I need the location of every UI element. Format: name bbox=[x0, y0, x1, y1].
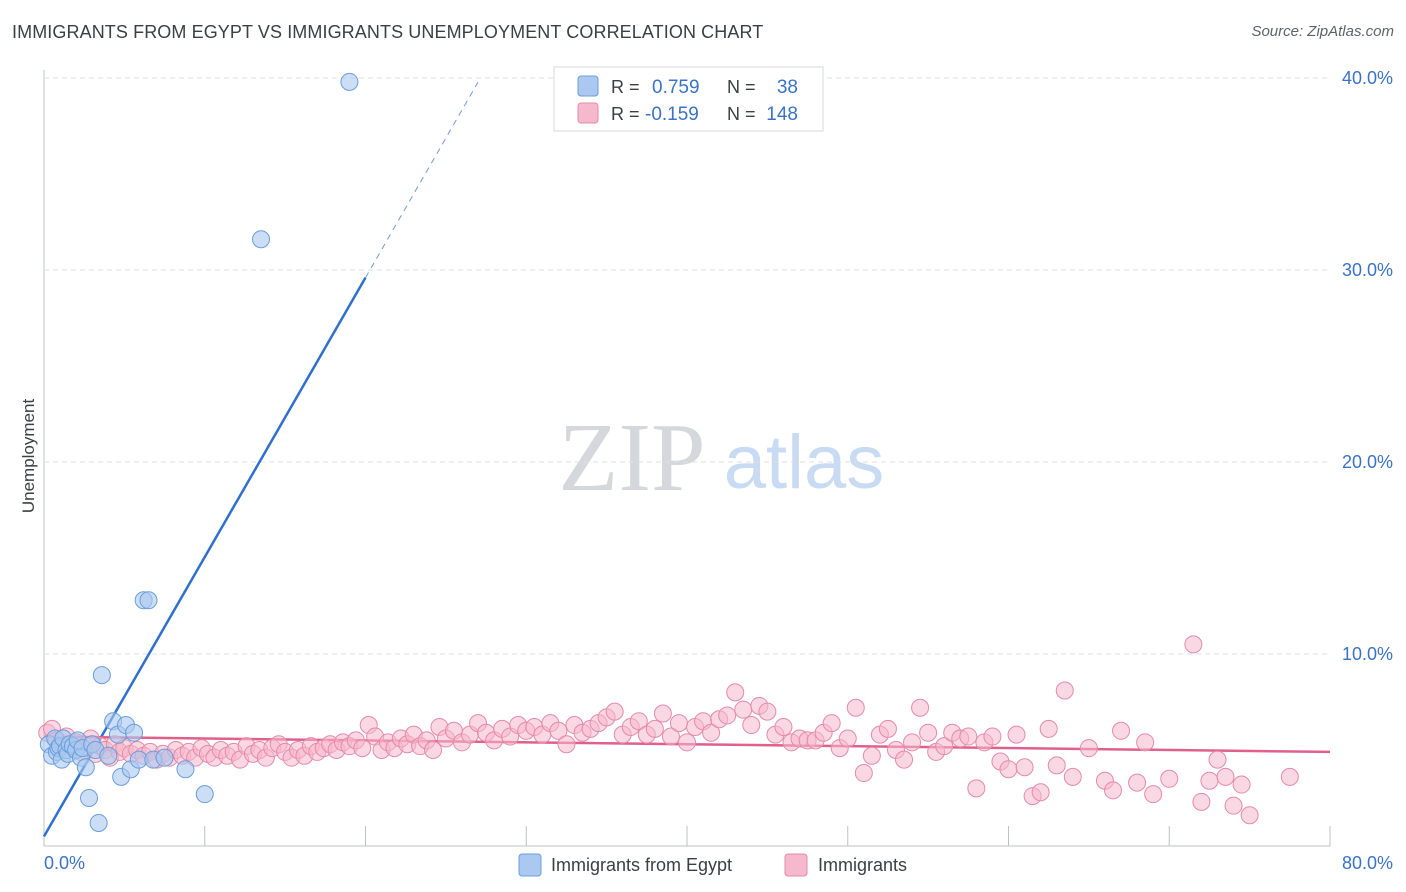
point-immigrants bbox=[1192, 792, 1211, 811]
point-immigrants bbox=[862, 746, 881, 765]
point-immigrants bbox=[702, 723, 721, 742]
point-immigrants bbox=[629, 712, 648, 731]
point-immigrants bbox=[1079, 739, 1098, 758]
source-label: Source: ZipAtlas.com bbox=[1251, 23, 1394, 40]
stats-legend-swatch-blue bbox=[577, 75, 599, 97]
point-immigrants bbox=[1112, 721, 1131, 740]
point-immigrants bbox=[669, 714, 688, 733]
y-tick-label: 40.0% bbox=[1342, 68, 1393, 88]
point-egypt bbox=[139, 591, 158, 610]
point-immigrants bbox=[1144, 785, 1163, 804]
point-immigrants bbox=[718, 706, 737, 725]
stats-n-value-pink: 148 bbox=[766, 104, 798, 125]
point-immigrants bbox=[1280, 767, 1299, 786]
y-axis-label: Unemployment bbox=[19, 399, 38, 514]
point-immigrants bbox=[742, 716, 761, 735]
point-immigrants bbox=[758, 702, 777, 721]
x-tick-label-min: 0.0% bbox=[44, 853, 85, 873]
stats-legend: R = 0.759 N = 38 R = -0.159 N = 148 bbox=[553, 66, 824, 132]
point-immigrants bbox=[1224, 796, 1243, 815]
point-immigrants bbox=[1047, 756, 1066, 775]
point-immigrants bbox=[959, 727, 978, 746]
legend-swatch-egypt bbox=[518, 853, 542, 877]
point-immigrants bbox=[726, 683, 745, 702]
point-immigrants bbox=[1128, 773, 1147, 792]
trendline-egypt-extension bbox=[365, 81, 479, 278]
stats-r-label-pink: R = bbox=[611, 104, 640, 124]
point-immigrants bbox=[661, 727, 680, 746]
legend-label-egypt: Immigrants from Egypt bbox=[551, 855, 732, 875]
point-egypt bbox=[155, 748, 174, 767]
point-immigrants bbox=[919, 723, 938, 742]
point-immigrants bbox=[1063, 767, 1082, 786]
point-immigrants bbox=[549, 721, 568, 740]
point-immigrants bbox=[967, 779, 986, 798]
legend-swatch-immigrants bbox=[784, 853, 808, 877]
stats-r-label-blue: R = bbox=[611, 77, 640, 97]
stats-legend-box bbox=[553, 66, 824, 132]
point-immigrants bbox=[774, 717, 793, 736]
point-immigrants bbox=[1007, 725, 1026, 744]
point-immigrants bbox=[1184, 635, 1203, 654]
point-egypt bbox=[195, 785, 214, 804]
point-immigrants bbox=[1039, 719, 1058, 738]
point-egypt bbox=[125, 723, 144, 742]
stats-legend-swatch-pink bbox=[577, 102, 599, 124]
point-immigrants bbox=[424, 741, 443, 759]
point-immigrants bbox=[1103, 781, 1122, 800]
point-immigrants bbox=[1216, 767, 1235, 786]
point-immigrants bbox=[903, 733, 922, 752]
point-egypt bbox=[80, 789, 99, 807]
stats-n-value-blue: 38 bbox=[777, 77, 798, 98]
point-immigrants bbox=[1232, 775, 1251, 794]
point-immigrants bbox=[854, 764, 873, 783]
point-immigrants bbox=[557, 735, 576, 754]
series-legend: Immigrants from Egypt Immigrants bbox=[518, 853, 907, 877]
point-immigrants bbox=[605, 702, 624, 721]
y-tick-label: 10.0% bbox=[1342, 644, 1393, 664]
point-egypt bbox=[252, 230, 271, 249]
point-immigrants bbox=[1208, 750, 1227, 769]
stats-r-value-blue: 0.759 bbox=[652, 77, 700, 98]
point-immigrants bbox=[653, 704, 672, 723]
point-immigrants bbox=[1031, 783, 1050, 802]
point-immigrants bbox=[911, 698, 930, 717]
point-immigrants bbox=[895, 750, 914, 769]
point-immigrants bbox=[846, 698, 865, 717]
point-immigrants bbox=[983, 727, 1002, 746]
watermark-zip: ZIP bbox=[559, 404, 706, 512]
stats-n-label-pink: N = bbox=[727, 104, 756, 124]
point-immigrants bbox=[1136, 733, 1155, 752]
legend-label-immigrants: Immigrants bbox=[818, 855, 907, 875]
point-immigrants bbox=[1055, 681, 1074, 700]
point-immigrants bbox=[838, 729, 857, 748]
x-tick-label-max: 80.0% bbox=[1342, 853, 1393, 873]
point-immigrants bbox=[353, 739, 372, 758]
point-immigrants bbox=[822, 714, 841, 733]
point-egypt bbox=[340, 72, 359, 91]
chart-title: IMMIGRANTS FROM EGYPT VS IMMIGRANTS UNEM… bbox=[12, 22, 764, 42]
point-egypt bbox=[176, 760, 195, 779]
point-immigrants bbox=[1160, 769, 1179, 788]
point-egypt bbox=[99, 746, 118, 765]
point-egypt bbox=[92, 666, 111, 685]
point-immigrants bbox=[878, 719, 897, 738]
point-egypt bbox=[89, 813, 108, 832]
point-immigrants bbox=[1015, 758, 1034, 777]
stats-r-value-pink: -0.159 bbox=[645, 104, 699, 125]
y-tick-label: 30.0% bbox=[1342, 260, 1393, 280]
point-immigrants bbox=[1200, 771, 1219, 790]
point-immigrants bbox=[645, 719, 664, 738]
point-immigrants bbox=[734, 700, 753, 719]
y-tick-label: 20.0% bbox=[1342, 452, 1393, 472]
point-immigrants bbox=[999, 760, 1018, 779]
point-immigrants bbox=[678, 733, 696, 752]
point-egypt bbox=[76, 758, 95, 777]
point-immigrants bbox=[935, 737, 954, 756]
point-immigrants bbox=[1240, 806, 1259, 825]
stats-n-label-blue: N = bbox=[727, 77, 756, 97]
